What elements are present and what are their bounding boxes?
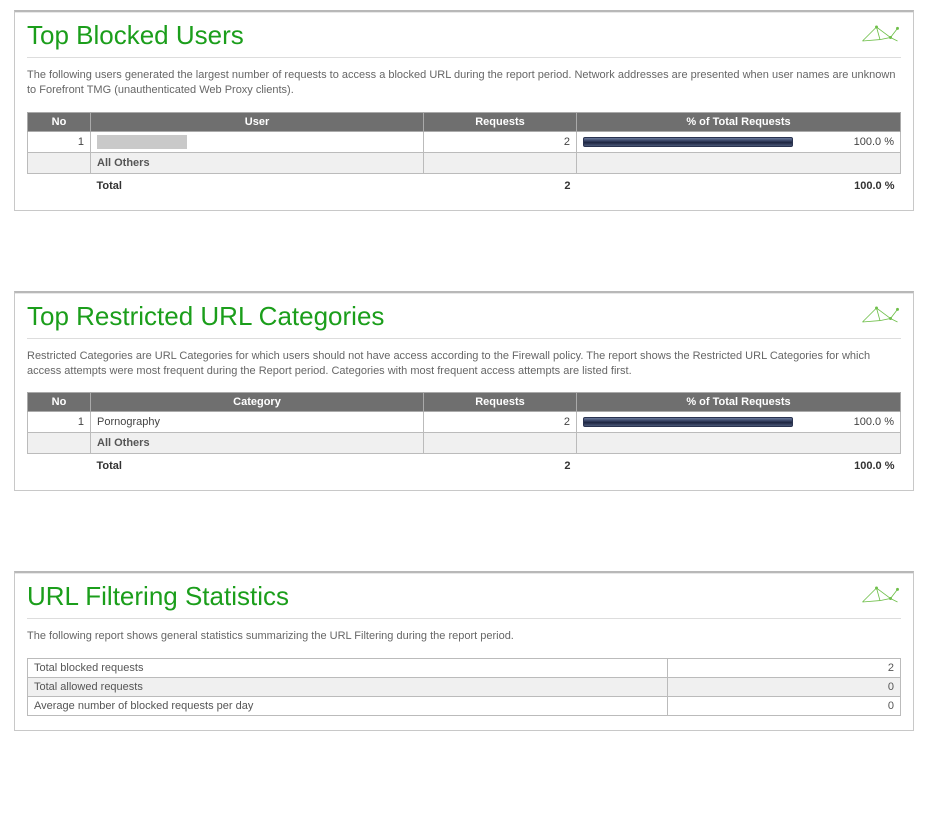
cell-no: 1 — [28, 412, 91, 433]
table-header-row: No Category Requests % of Total Requests — [28, 393, 901, 412]
table-header-row: No User Requests % of Total Requests — [28, 112, 901, 131]
panel-title: URL Filtering Statistics — [27, 581, 289, 612]
col-requests: Requests — [424, 393, 577, 412]
cell-total-pct: 100.0 % — [577, 454, 901, 477]
cell-total-label: Total — [91, 173, 424, 196]
cell-total-pct: 100.0 % — [577, 173, 901, 196]
pct-label: 100.0 % — [854, 136, 894, 148]
stats-row: Total allowed requests 0 — [28, 678, 901, 697]
table-row-all-others: All Others — [28, 433, 901, 454]
panel-header: URL Filtering Statistics — [27, 581, 901, 619]
col-no: No — [28, 393, 91, 412]
panel-title: Top Blocked Users — [27, 20, 244, 51]
col-user: User — [91, 112, 424, 131]
cell-requests: 2 — [424, 131, 577, 152]
panel-title: Top Restricted URL Categories — [27, 301, 384, 332]
col-no: No — [28, 112, 91, 131]
restricted-categories-table: No Category Requests % of Total Requests… — [27, 392, 901, 476]
cell-no — [28, 152, 91, 173]
cell-total-label: Total — [91, 454, 424, 477]
cell-all-others: All Others — [91, 433, 424, 454]
forefront-logo-icon — [859, 301, 901, 332]
col-pct: % of Total Requests — [577, 393, 901, 412]
cell-total-requests: 2 — [424, 173, 577, 196]
filtering-stats-table: Total blocked requests 2 Total allowed r… — [27, 658, 901, 716]
table-row: 1 2 100.0 % — [28, 131, 901, 152]
stats-row: Total blocked requests 2 — [28, 659, 901, 678]
cell-all-others: All Others — [91, 152, 424, 173]
stats-value: 0 — [668, 678, 901, 697]
panel-header: Top Restricted URL Categories — [27, 301, 901, 339]
col-pct: % of Total Requests — [577, 112, 901, 131]
table-row-total: Total 2 100.0 % — [28, 454, 901, 477]
panel-description: The following report shows general stati… — [27, 629, 901, 644]
table-row-total: Total 2 100.0 % — [28, 173, 901, 196]
pct-bar — [583, 417, 793, 427]
pct-bar — [583, 137, 793, 147]
stats-label: Total blocked requests — [28, 659, 668, 678]
stats-label: Average number of blocked requests per d… — [28, 697, 668, 716]
forefront-logo-icon — [859, 581, 901, 612]
cell-total-requests: 2 — [424, 454, 577, 477]
cell-pct: 100.0 % — [577, 412, 901, 433]
cell-requests — [424, 152, 577, 173]
cell-user — [91, 131, 424, 152]
col-requests: Requests — [424, 112, 577, 131]
stats-row: Average number of blocked requests per d… — [28, 697, 901, 716]
panel-url-filtering-statistics: URL Filtering Statistics The following r… — [14, 571, 914, 731]
panel-description: Restricted Categories are URL Categories… — [27, 349, 901, 379]
cell-requests: 2 — [424, 412, 577, 433]
pct-label: 100.0 % — [854, 416, 894, 428]
cell-no: 1 — [28, 131, 91, 152]
cell-pct: 100.0 % — [577, 131, 901, 152]
stats-value: 0 — [668, 697, 901, 716]
col-category: Category — [91, 393, 424, 412]
panel-description: The following users generated the larges… — [27, 68, 901, 98]
cell-category: Pornography — [91, 412, 424, 433]
blocked-users-table: No User Requests % of Total Requests 1 2… — [27, 112, 901, 196]
panel-header: Top Blocked Users — [27, 20, 901, 58]
stats-label: Total allowed requests — [28, 678, 668, 697]
stats-value: 2 — [668, 659, 901, 678]
panel-top-blocked-users: Top Blocked Users The following users ge… — [14, 10, 914, 211]
table-row-all-others: All Others — [28, 152, 901, 173]
panel-top-restricted-categories: Top Restricted URL Categories Restricted… — [14, 291, 914, 492]
redacted-user — [97, 135, 187, 149]
table-row: 1 Pornography 2 100.0 % — [28, 412, 901, 433]
cell-pct — [577, 152, 901, 173]
forefront-logo-icon — [859, 20, 901, 51]
